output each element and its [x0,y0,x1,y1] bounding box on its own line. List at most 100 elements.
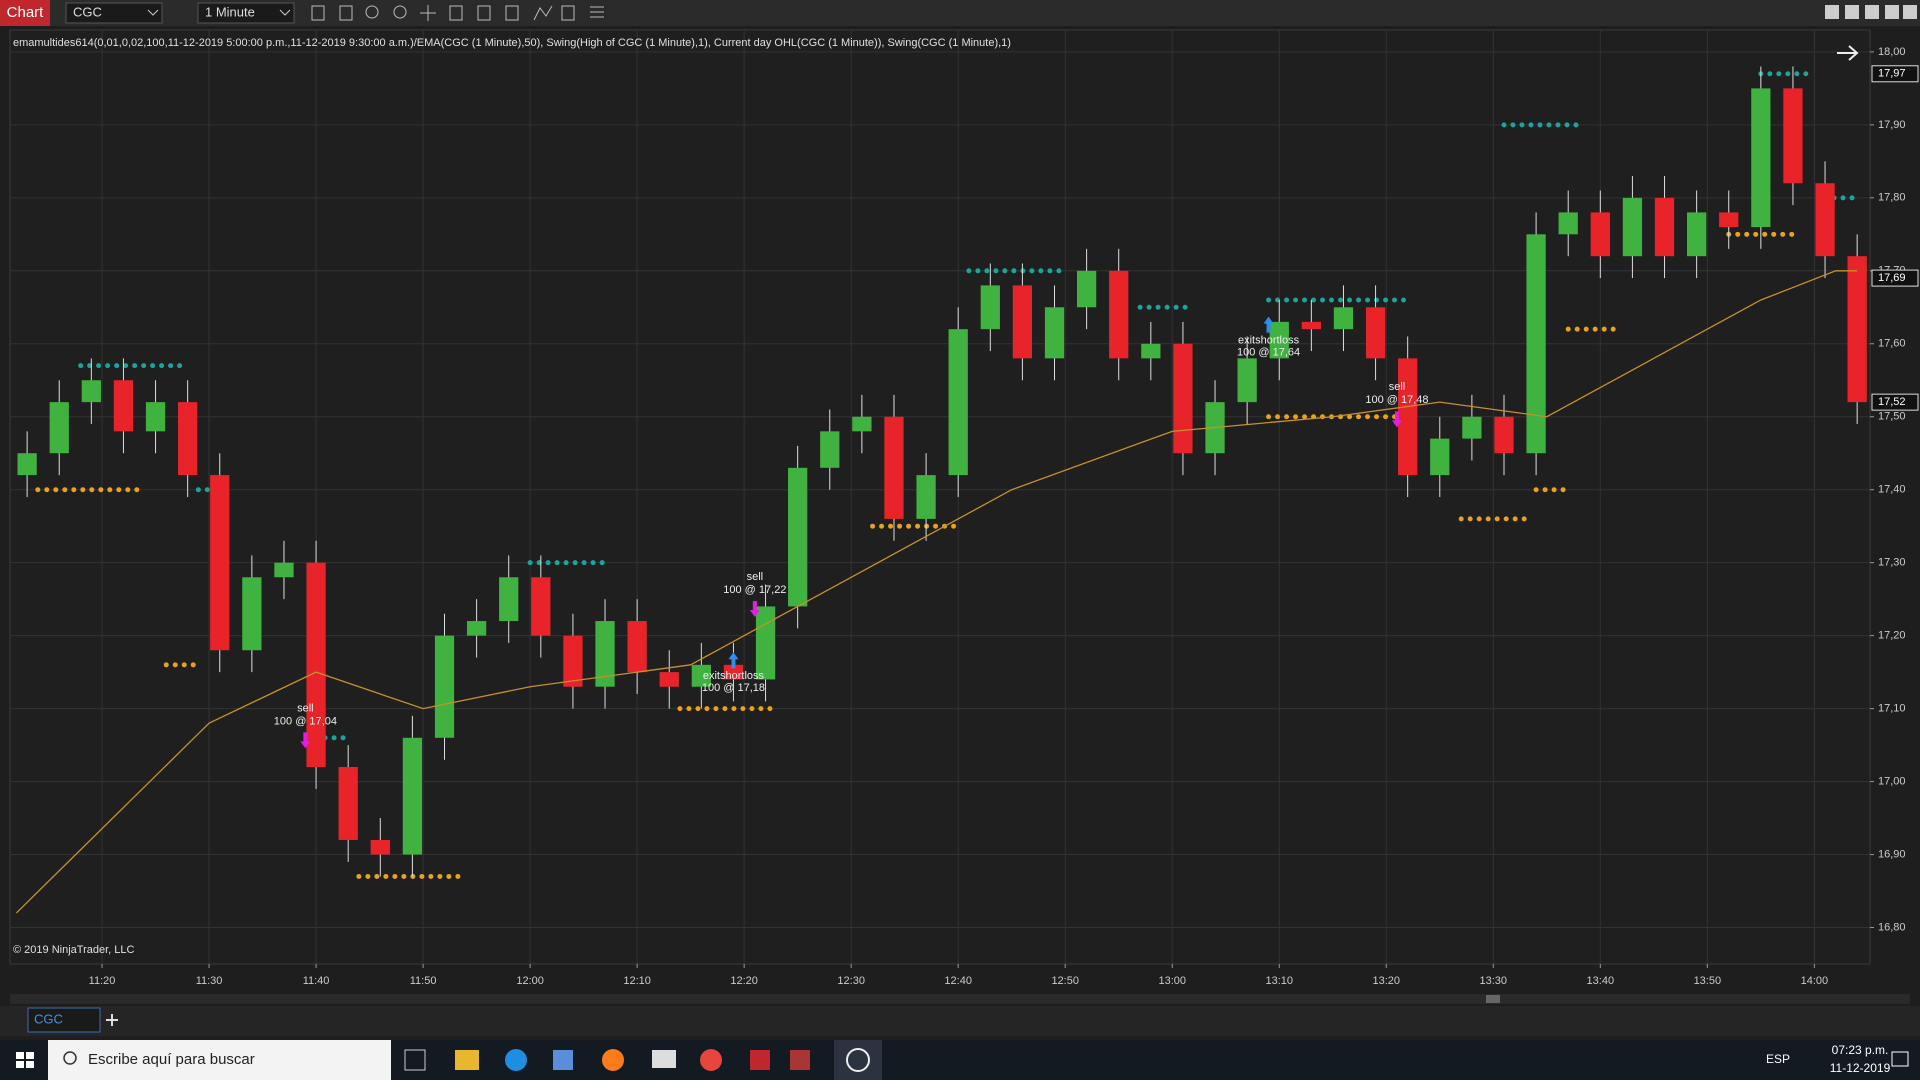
price-marker [1871,65,1919,83]
candle-body [434,635,455,738]
candle-body [659,672,679,687]
candle-body [1269,321,1289,359]
y-tick-label: 16,80 [1878,921,1906,933]
instrument-label: CGC [73,4,102,19]
candle-body [1751,88,1771,228]
candle-body [1462,416,1482,439]
trade-detail: 100 @ 17,64 [1237,346,1300,358]
x-tick-label: 12:00 [516,975,544,987]
clock-date[interactable]: 11-12-2019 [1830,1061,1891,1075]
window-buttons[interactable] [1825,5,1917,19]
trade-detail: 100 @ 17,18 [702,682,765,694]
x-tick-label: 11:20 [89,975,116,987]
candle-body [1686,212,1707,257]
exit-arrow [728,652,739,669]
price-marker-label: 17,52 [1878,396,1906,408]
candle-body [980,285,1000,330]
axes: 16,80 16,90 17,00 17,10 17,20 17,30 17,40 17,50… [89,46,1919,987]
language[interactable]: ESP [1766,1052,1790,1066]
x-tick-label: 11:50 [410,975,437,987]
sell-arrow [1391,411,1402,428]
candle-body [1141,343,1161,359]
copyright: © 2019 NinjaTrader, LLC [13,944,134,956]
trade-label: sell [1389,381,1406,393]
x-tick-label: 12:30 [837,975,865,987]
toolbar-icons[interactable] [311,5,604,21]
candle-body [499,577,519,622]
candle-body [948,329,968,476]
scrollbar[interactable] [10,994,1910,1004]
y-tick-label: 17,00 [1878,775,1906,787]
start-button[interactable] [16,1052,34,1068]
add-tab[interactable] [106,1014,118,1026]
candle-body [1847,256,1867,403]
taskbar-apps[interactable] [404,1040,882,1080]
scroll-thumb[interactable] [1486,995,1500,1003]
chart-tab[interactable] [0,0,50,26]
trade-label: sell [747,571,764,583]
candle-body [884,416,904,519]
y-tick-label: 17,40 [1878,484,1906,496]
toolbar [0,0,1920,26]
search-placeholder: Escribe aquí para buscar [88,1051,255,1068]
chart-tab-label: Chart [7,4,45,21]
candle-body [178,402,198,476]
candle-body [306,562,326,767]
candle-body [1365,307,1386,359]
search-icon [63,1051,77,1065]
candle-body [1237,358,1257,403]
trade-label: exitshortloss [1238,334,1300,346]
candle-body [595,621,615,687]
interval-label: 1 Minute [205,4,255,19]
ema-line [15,270,1858,914]
candle-body [1622,197,1643,257]
candle-body [113,380,134,432]
candle-body [1012,285,1033,359]
instrument-tab[interactable] [27,1007,101,1033]
candle-body [1109,270,1129,359]
indicator-title: emamultides614(0,01,0,02,100,11-12-2019 … [13,37,1011,49]
x-tick-label: 12:40 [944,975,972,987]
candle-body [1783,88,1803,184]
candle-body [1398,358,1418,476]
trade-label: exitshortloss [703,670,765,682]
x-tick-label: 13:20 [1373,975,1401,987]
sell-arrow [749,601,760,618]
candle-body [145,402,166,432]
price-marker-label: 17,97 [1878,68,1906,80]
candle-body [1430,438,1450,476]
candle-body [627,621,647,673]
y-tick-label: 17,20 [1878,630,1906,642]
candle-body [916,475,936,519]
candle-body [1301,321,1321,330]
instrument-select[interactable] [65,2,163,24]
candle-body [788,467,808,607]
scroll-arrow[interactable] [1837,45,1859,61]
candle-body [466,621,487,636]
candle-body [1719,212,1739,228]
y-tick-label: 17,90 [1878,119,1906,131]
interval-select[interactable] [197,2,295,24]
x-tick-label: 12:20 [730,975,758,987]
x-tick-label: 11:40 [303,975,330,987]
x-tick-label: 14:00 [1801,975,1829,987]
candle-body [820,431,840,468]
candle-body [210,475,230,651]
x-tick-label: 11:30 [196,975,223,987]
y-tick-label: 17,80 [1878,192,1906,204]
x-tick-label: 13:00 [1158,975,1186,987]
candle-body [242,577,262,651]
search-box[interactable] [48,1040,391,1080]
candle-body [563,635,583,687]
price-marker-label: 17,69 [1878,272,1906,284]
clock-time[interactable]: 07:23 p.m. [1832,1043,1889,1057]
y-tick-label: 17,30 [1878,557,1906,569]
x-tick-label: 12:50 [1051,975,1079,987]
notifications[interactable] [1891,1051,1909,1067]
candle-body [370,839,390,855]
candle-body [1654,197,1675,257]
candle-body [1558,212,1578,235]
candle-body [1590,212,1610,257]
